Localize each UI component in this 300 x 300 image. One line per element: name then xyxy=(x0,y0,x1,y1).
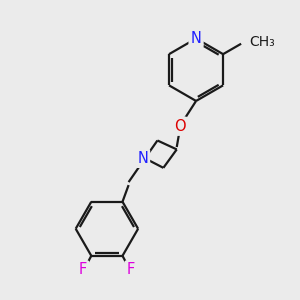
Text: N: N xyxy=(190,31,202,46)
Text: CH₃: CH₃ xyxy=(249,35,275,49)
Text: F: F xyxy=(79,262,87,278)
Text: F: F xyxy=(127,262,135,278)
Text: N: N xyxy=(137,151,148,166)
Text: O: O xyxy=(174,119,185,134)
